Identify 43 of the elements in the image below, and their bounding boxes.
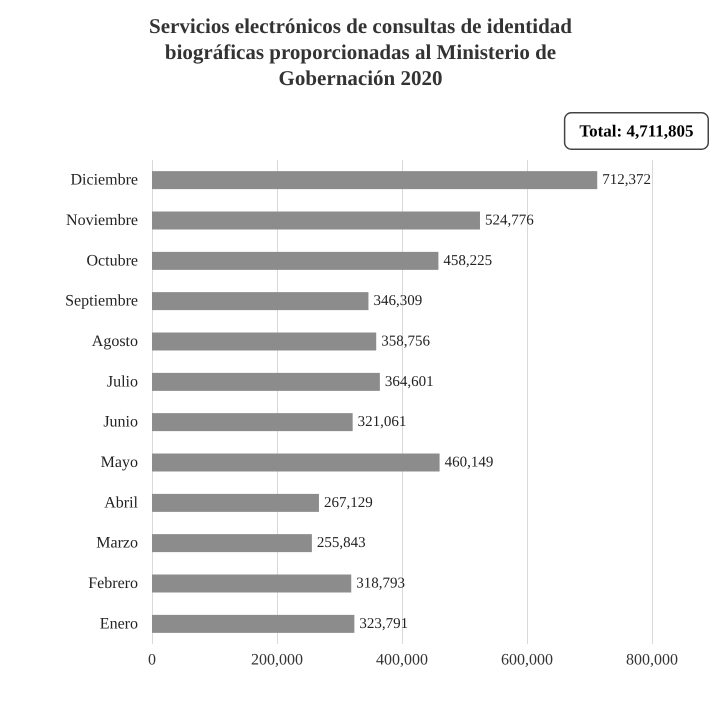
y-tick-label: Octubre xyxy=(86,252,138,270)
y-tick-label: Junio xyxy=(103,414,138,431)
data-label: 321,061 xyxy=(358,414,406,430)
y-tick-label: Marzo xyxy=(96,534,138,552)
y-tick-label: Abril xyxy=(104,494,139,512)
bar xyxy=(152,292,368,310)
bar xyxy=(152,372,380,391)
y-tick-label: Agosto xyxy=(92,333,138,350)
data-label: 346,309 xyxy=(373,293,422,310)
bar xyxy=(152,332,376,350)
y-tick-label: Diciembre xyxy=(70,172,138,189)
y-tick-label: Febrero xyxy=(88,575,138,592)
bar xyxy=(152,534,312,552)
data-label: 524,776 xyxy=(484,212,534,228)
bar xyxy=(152,494,319,512)
bar xyxy=(152,454,440,472)
text: Total: 4,711,805 xyxy=(579,122,694,140)
data-label: 318,793 xyxy=(356,576,405,592)
data-label: 712,372 xyxy=(602,172,651,188)
x-tick-label: 400,000 xyxy=(376,652,428,668)
bar xyxy=(152,614,354,633)
x-tick-label: 0 xyxy=(148,652,156,668)
data-label: 460,149 xyxy=(444,454,494,470)
data-label: 323,791 xyxy=(359,616,408,632)
x-tick-label: 200,000 xyxy=(251,652,303,668)
y-tick-label: Julio xyxy=(106,373,138,390)
bar xyxy=(152,252,438,270)
data-label: 255,843 xyxy=(316,535,366,552)
data-label: 458,225 xyxy=(443,252,492,269)
bar xyxy=(152,212,480,230)
data-label: 358,756 xyxy=(381,334,430,350)
y-tick-label: Mayo xyxy=(100,454,138,471)
bar xyxy=(152,171,598,190)
y-tick-label: Noviembre xyxy=(66,212,138,229)
data-label: 267,129 xyxy=(324,494,373,511)
x-tick-label: 600,000 xyxy=(501,652,553,668)
chart-title: Servicios electrónicos de consultas de identidad biográficas proporcionadas al Ministerio de Gobernación 2020 xyxy=(149,14,572,90)
y-tick-label: Enero xyxy=(100,615,138,632)
bar xyxy=(152,574,352,592)
x-tick-label: 800,000 xyxy=(626,652,678,668)
data-label: 364,601 xyxy=(384,374,434,390)
y-tick-label: Septiembre xyxy=(65,292,138,310)
bar xyxy=(152,413,353,432)
